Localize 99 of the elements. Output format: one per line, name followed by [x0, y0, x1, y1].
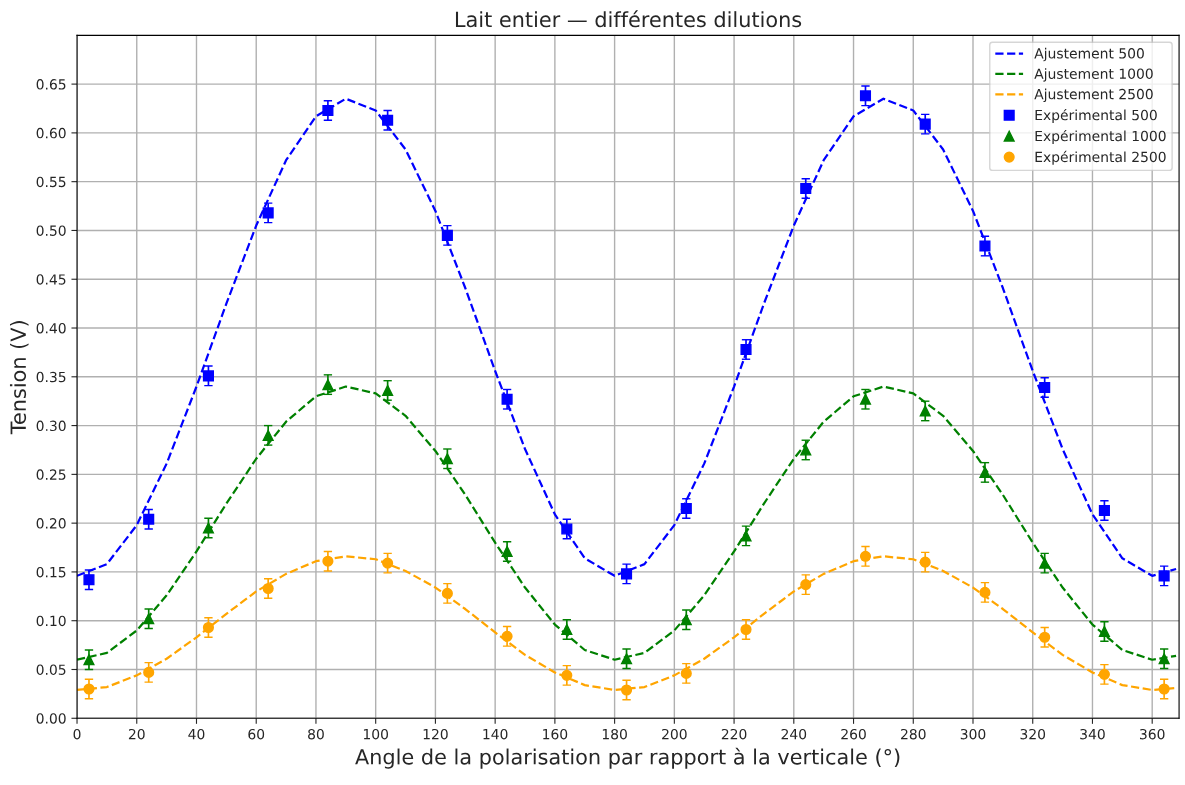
point	[202, 370, 214, 382]
point	[83, 574, 95, 586]
point	[322, 104, 334, 117]
x-tick-label: 100	[363, 728, 389, 740]
y-axis-title: Tension (V)	[9, 321, 29, 435]
point	[740, 530, 752, 542]
x-tick-label: 160	[543, 728, 568, 740]
legend-label: Expérimental 2500	[1035, 150, 1166, 165]
point	[382, 114, 394, 126]
point	[262, 207, 274, 219]
legend-label: Expérimental 1000	[1035, 129, 1166, 144]
point	[1158, 683, 1170, 695]
point	[1098, 625, 1110, 637]
point	[740, 623, 752, 636]
point	[919, 118, 931, 130]
x-tick-label: 140	[483, 728, 508, 740]
x-tick-label: 180	[602, 728, 627, 740]
point	[680, 614, 692, 626]
point	[979, 586, 991, 598]
y-tick-label: 0.60	[36, 127, 66, 139]
point	[800, 579, 812, 591]
point	[202, 621, 214, 634]
point	[83, 683, 95, 695]
x-tick-label: 20	[128, 728, 145, 740]
x-axis-title: Angle de la polarisation par rapport à la verticale (°)	[355, 747, 900, 769]
x-tick-label: 60	[248, 728, 265, 740]
point	[1039, 557, 1051, 569]
point	[262, 582, 274, 595]
x-tick-label: 120	[423, 728, 448, 740]
x-tick-label: 360	[1140, 728, 1165, 740]
point	[501, 630, 513, 642]
point	[382, 384, 394, 397]
y-tick-label: 0.05	[36, 664, 66, 675]
point	[441, 453, 453, 465]
point	[143, 513, 155, 525]
point	[561, 523, 573, 535]
x-tick-label: 240	[781, 728, 807, 740]
point	[1158, 570, 1170, 582]
point	[621, 653, 633, 665]
y-tick-label: 0.20	[36, 518, 66, 529]
point	[1098, 668, 1110, 680]
x-tick-label: 220	[721, 728, 747, 740]
legend-label: Expérimental 500	[1035, 108, 1157, 123]
point	[561, 669, 573, 681]
x-tick-label: 280	[901, 728, 926, 740]
x-tick-label: 0	[73, 728, 81, 740]
point	[979, 240, 991, 252]
legend-label: Ajustement 500	[1034, 47, 1144, 62]
chart-title: Lait entier — différentes dilutions	[455, 10, 802, 28]
point	[621, 684, 633, 696]
y-tick-label: 0.40	[36, 322, 66, 334]
y-tick-label: 0.25	[36, 469, 66, 480]
point	[621, 568, 633, 580]
point	[382, 557, 394, 569]
x-tick-label: 340	[1080, 728, 1105, 740]
point	[501, 545, 513, 557]
x-tick-label: 40	[188, 728, 205, 740]
point	[1098, 504, 1110, 517]
x-tick-label: 260	[841, 728, 866, 740]
point	[919, 556, 931, 568]
y-tick-label: 0.30	[36, 420, 66, 432]
point	[322, 555, 334, 567]
point	[202, 522, 214, 534]
x-tick-label: 300	[960, 728, 986, 740]
point	[800, 182, 812, 195]
legend-label: Ajustement 1000	[1034, 68, 1153, 82]
point	[441, 587, 453, 599]
point	[441, 229, 453, 241]
point	[919, 405, 931, 417]
point	[1039, 631, 1051, 643]
point	[680, 502, 692, 515]
point	[859, 393, 872, 405]
y-tick-label: 0.00	[36, 713, 66, 724]
point	[143, 613, 155, 625]
y-tick-label: 0.65	[36, 79, 66, 90]
point	[561, 623, 573, 636]
x-tick-label: 320	[1020, 728, 1046, 740]
point	[859, 550, 872, 562]
y-tick-label: 0.55	[36, 176, 66, 188]
y-tick-label: 0.10	[36, 615, 66, 627]
y-tick-label: 0.50	[36, 225, 66, 236]
legend-label: Ajustement 2500	[1034, 88, 1153, 103]
point	[979, 466, 991, 478]
point	[501, 393, 513, 405]
point	[740, 343, 752, 356]
point	[859, 90, 872, 102]
x-tick-label: 80	[308, 728, 324, 740]
point	[680, 667, 692, 679]
point	[143, 666, 155, 678]
point	[83, 654, 95, 666]
point	[262, 429, 274, 441]
point	[1158, 653, 1170, 665]
y-tick-label: 0.35	[36, 371, 66, 383]
y-tick-label: 0.15	[36, 566, 66, 578]
y-tick-label: 0.45	[36, 274, 66, 285]
x-tick-label: 200	[662, 728, 687, 740]
point	[800, 444, 812, 456]
point	[1039, 381, 1051, 394]
point	[322, 379, 334, 391]
